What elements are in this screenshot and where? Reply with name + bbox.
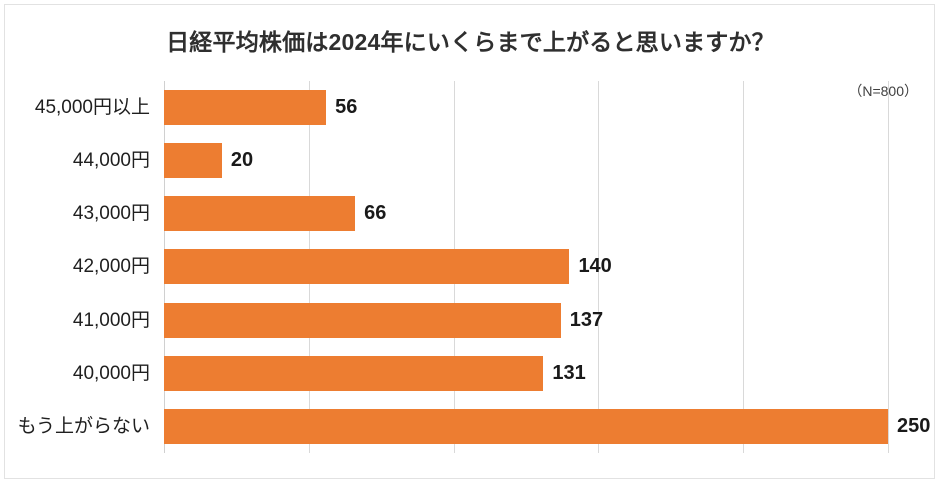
bar: [164, 196, 356, 232]
category-label: 44,000円: [72, 150, 150, 172]
bar-value-label: 131: [552, 361, 586, 384]
bar: [164, 249, 570, 285]
bar: [164, 302, 561, 338]
chart-title: 日経平均株価は2024年にいくらまで上がると思いますか？: [166, 29, 775, 55]
bar-value-label: 250: [897, 414, 931, 437]
sample-size-note: （N=800）: [848, 83, 918, 99]
chart-card: 日経平均株価は2024年にいくらまで上がると思いますか？ （N=800） 45,…: [4, 4, 935, 479]
category-label: 42,000円: [72, 256, 150, 278]
gridline-200: [743, 81, 745, 453]
bar-value-label: 66: [364, 202, 387, 225]
gridline-250: [888, 81, 889, 453]
bar-series: 56 20 66 140 137 131 250: [164, 81, 930, 453]
bar: [164, 90, 327, 125]
bar-row: 137: [164, 294, 888, 347]
category-label: 43,000円: [72, 203, 150, 225]
bar-value-label: 20: [230, 149, 254, 172]
category-label: 45,000円以上: [34, 97, 150, 118]
category-axis-labels: 45,000円以上 44,000円 43,000円 42,000円 41,000円 40,…: [5, 81, 157, 453]
plot-area: 56 20 66 140 137 131 250: [164, 81, 930, 453]
bar-row: 131: [164, 347, 888, 400]
bar-row: 250: [164, 400, 930, 453]
bar-row: 66: [164, 187, 888, 240]
gridline-150: [598, 81, 600, 453]
bar-value-label: 140: [578, 255, 612, 278]
bar-row: 20: [164, 134, 888, 187]
category-label: 40,000円: [72, 362, 150, 384]
category-label: 41,000円: [72, 309, 150, 331]
bar: [164, 408, 888, 444]
bar-value-label: 56: [335, 96, 358, 118]
bar: [164, 143, 222, 179]
bar-value-label: 137: [569, 308, 604, 331]
bar-row: 56: [164, 81, 888, 134]
bar: [164, 355, 544, 391]
category-label: もう上がらない: [17, 415, 150, 437]
bar-row: 140: [164, 240, 888, 293]
